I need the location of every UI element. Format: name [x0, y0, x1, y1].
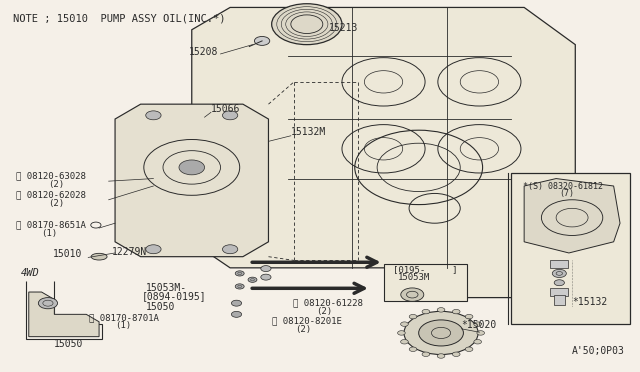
Circle shape: [260, 274, 271, 280]
Circle shape: [236, 271, 244, 276]
Circle shape: [236, 284, 244, 289]
Text: 15213: 15213: [329, 23, 358, 33]
Text: ⒱ 08120-62028: ⒱ 08120-62028: [16, 190, 86, 199]
Ellipse shape: [91, 253, 107, 260]
Text: 15208: 15208: [189, 47, 218, 57]
Text: *15020: *15020: [461, 320, 497, 330]
Circle shape: [465, 314, 473, 319]
Polygon shape: [115, 104, 268, 257]
Text: ⒱ 08170-8651A: ⒱ 08170-8651A: [16, 221, 86, 230]
Circle shape: [223, 111, 238, 120]
Text: 15010: 15010: [52, 249, 82, 259]
Circle shape: [409, 347, 417, 352]
Circle shape: [419, 320, 463, 346]
Text: *15132: *15132: [572, 297, 607, 307]
Circle shape: [422, 310, 429, 314]
Circle shape: [271, 4, 342, 45]
Polygon shape: [29, 292, 99, 337]
FancyBboxPatch shape: [550, 260, 568, 268]
Circle shape: [401, 340, 408, 344]
Text: (2): (2): [295, 325, 312, 334]
Text: *(S) 08320-61812: *(S) 08320-61812: [523, 182, 603, 190]
Text: (1): (1): [115, 321, 131, 330]
Text: (2): (2): [48, 199, 64, 208]
Text: 15066: 15066: [211, 103, 240, 113]
Circle shape: [422, 352, 429, 356]
Text: 15053M-: 15053M-: [146, 283, 187, 293]
Circle shape: [248, 277, 257, 282]
Circle shape: [552, 269, 566, 278]
Circle shape: [179, 160, 205, 175]
FancyBboxPatch shape: [511, 173, 630, 324]
Text: 15132M: 15132M: [291, 126, 326, 137]
Polygon shape: [192, 7, 575, 298]
Circle shape: [409, 314, 417, 319]
FancyBboxPatch shape: [550, 288, 568, 296]
Circle shape: [477, 331, 484, 335]
Circle shape: [401, 322, 408, 326]
Circle shape: [452, 310, 460, 314]
Text: (7): (7): [559, 189, 574, 198]
Circle shape: [474, 340, 481, 344]
Text: 12279N: 12279N: [112, 247, 147, 257]
Circle shape: [401, 288, 424, 301]
Circle shape: [232, 311, 242, 317]
Circle shape: [146, 111, 161, 120]
FancyBboxPatch shape: [554, 295, 565, 305]
Circle shape: [474, 322, 481, 326]
Text: (2): (2): [316, 307, 333, 316]
Circle shape: [437, 308, 445, 312]
Circle shape: [232, 300, 242, 306]
Text: (1): (1): [42, 229, 58, 238]
Text: 15050: 15050: [146, 301, 175, 311]
FancyBboxPatch shape: [383, 264, 467, 301]
Text: [0195-     ]: [0195- ]: [393, 265, 458, 274]
Circle shape: [146, 245, 161, 254]
Circle shape: [223, 245, 238, 254]
Text: ⒱ 08120-61228: ⒱ 08120-61228: [292, 299, 363, 308]
Circle shape: [554, 280, 564, 286]
Text: ⒱ 08120-8201E: ⒱ 08120-8201E: [271, 317, 342, 326]
Text: A'50;0P03: A'50;0P03: [572, 346, 625, 356]
Circle shape: [404, 311, 478, 355]
Circle shape: [38, 298, 58, 309]
Text: 4WD: 4WD: [21, 268, 40, 278]
Text: NOTE ; 15010  PUMP ASSY OIL(INC.*): NOTE ; 15010 PUMP ASSY OIL(INC.*): [13, 13, 225, 23]
Text: (2): (2): [48, 180, 64, 189]
Circle shape: [255, 36, 269, 45]
Circle shape: [397, 331, 405, 335]
Circle shape: [260, 266, 271, 272]
Circle shape: [452, 352, 460, 356]
Text: 15053M: 15053M: [397, 273, 430, 282]
Text: 15050: 15050: [54, 339, 84, 349]
Circle shape: [465, 347, 473, 352]
Polygon shape: [524, 179, 620, 253]
Text: [0894-0195]: [0894-0195]: [142, 291, 207, 301]
Circle shape: [437, 354, 445, 358]
Text: ⒱ 08170-8701A: ⒱ 08170-8701A: [90, 313, 159, 322]
Text: ⒱ 08120-63028: ⒱ 08120-63028: [16, 171, 86, 180]
